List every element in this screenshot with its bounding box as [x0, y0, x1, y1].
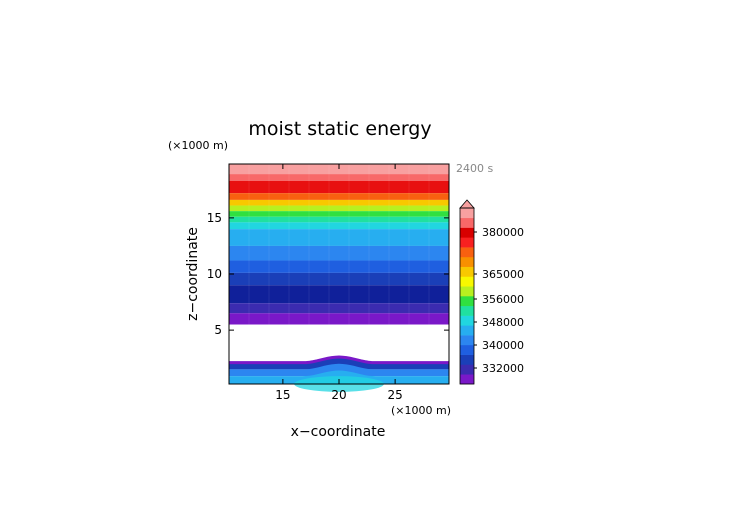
contour-band	[229, 164, 449, 175]
colorbar-swatch	[460, 364, 474, 375]
plot-area	[228, 163, 450, 392]
y-tick-label: 10	[207, 267, 222, 281]
contour-band	[229, 205, 449, 212]
time-label: 2400 s	[456, 162, 493, 175]
colorbar-swatch	[460, 208, 474, 219]
contour-band	[229, 193, 449, 200]
y-tick-label: 5	[214, 323, 222, 337]
colorbar-label: 348000	[482, 316, 524, 329]
colorbar-swatch	[460, 256, 474, 267]
colorbar-swatch	[460, 247, 474, 258]
colorbar-swatch	[460, 315, 474, 326]
contour-band	[229, 260, 449, 273]
contour-band	[229, 303, 449, 314]
contour-band	[229, 272, 449, 286]
colorbar-swatch	[460, 286, 474, 297]
contour-band	[229, 222, 449, 230]
contour-band	[229, 229, 449, 246]
colorbar-extend-arrow	[459, 199, 475, 209]
colorbar-swatch	[460, 344, 474, 355]
contour-band	[229, 216, 449, 223]
contour-band	[229, 313, 449, 325]
colorbar-swatch	[460, 354, 474, 365]
colorbar-label: 332000	[482, 362, 524, 375]
colorbar-label: 356000	[482, 293, 524, 306]
x-tick-label: 20	[331, 388, 346, 402]
x-axis: 15 20 25	[275, 164, 403, 402]
x-axis-label: x−coordinate	[291, 424, 386, 440]
lower-contour-band	[229, 363, 449, 377]
colorbar-swatch	[460, 217, 474, 228]
contour-band	[229, 211, 449, 217]
colorbar-swatch	[460, 374, 474, 385]
y-axis: 5 10 15	[207, 211, 449, 337]
x-unit-label: (×1000 m)	[391, 404, 451, 417]
x-tick-label: 25	[387, 388, 402, 402]
colorbar-swatch	[460, 237, 474, 248]
colorbar-swatch	[460, 266, 474, 277]
y-tick-label: 15	[207, 211, 222, 225]
contour-band	[229, 285, 449, 304]
colorbar-label: 380000	[482, 226, 524, 239]
colorbar-swatch	[460, 276, 474, 287]
contour-band	[229, 245, 449, 261]
lower-contour-band	[229, 357, 449, 370]
colorbar-swatch	[460, 305, 474, 316]
contour-band	[229, 180, 449, 194]
y-unit-label: (×1000 m)	[168, 139, 228, 152]
colorbar-label: 365000	[482, 268, 524, 281]
colorbar-label: 340000	[482, 339, 524, 352]
colorbar-swatch	[460, 325, 474, 336]
colorbar-swatch	[460, 335, 474, 346]
contour-band	[229, 199, 449, 206]
y-axis-label: z−coordinate	[185, 227, 201, 321]
colorbar-swatch	[460, 296, 474, 307]
lower-layer-top-line	[229, 355, 449, 365]
contour-band	[229, 174, 449, 181]
chart-title: moist static energy	[248, 118, 431, 140]
colorbar-frame	[459, 207, 475, 385]
x-tick-label: 15	[275, 388, 290, 402]
colorbar: 332000 340000 348000 356000 365000 380000	[459, 199, 524, 385]
colorbar-swatch	[460, 227, 474, 238]
